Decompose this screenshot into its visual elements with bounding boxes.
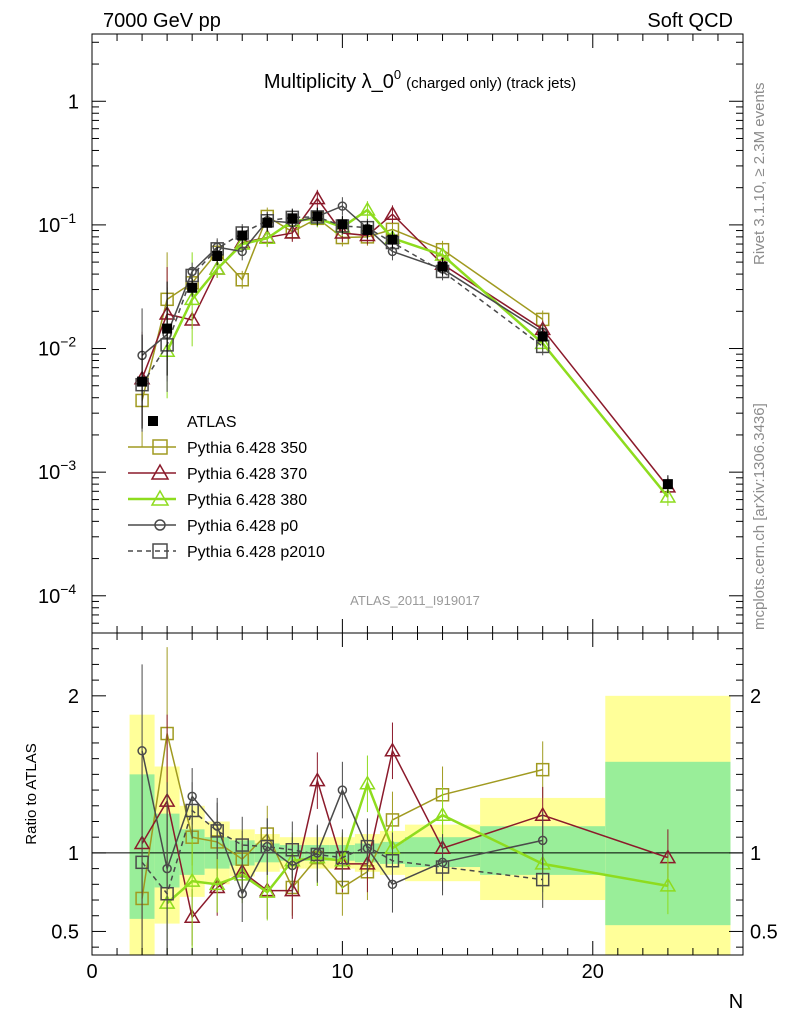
- ratio-point: [360, 839, 375, 854]
- data-point: [384, 205, 401, 220]
- chart-title-sup: 0: [394, 67, 401, 82]
- data-point: [537, 331, 548, 342]
- ratio-point: [337, 785, 348, 795]
- header-right: Soft QCD: [647, 10, 733, 32]
- ratio-point: [659, 877, 677, 892]
- header-left: 7000 GeV pp: [103, 10, 221, 32]
- legend-marker: [150, 463, 170, 480]
- legend: ATLAS Pythia 6.428 350 Pythia 6.428 370 Pyt…: [128, 414, 325, 561]
- data-point: [284, 224, 301, 239]
- ratio-point: [237, 888, 247, 899]
- data-point: [262, 217, 273, 228]
- legend-marker: [152, 439, 168, 455]
- main-y-tick-label: 10−2: [38, 334, 76, 361]
- ratio-y-tick-label: 0.5: [51, 921, 79, 943]
- data-point: [137, 376, 148, 387]
- ratio-point: [535, 762, 550, 777]
- data-point: [183, 290, 201, 306]
- ratio-y-tick-label: 1: [68, 843, 79, 865]
- series-pythia-6-428-380: [158, 201, 677, 506]
- ratio-y-tick-label-right: 2: [750, 686, 761, 708]
- watermark: ATLAS_2011_I919017: [350, 593, 480, 608]
- ratio-point: [335, 850, 350, 865]
- ratio-point: [235, 838, 249, 852]
- data-point: [208, 260, 226, 275]
- x-tick-label: 0: [86, 961, 97, 983]
- ratio-point: [434, 806, 451, 821]
- series-pythia-6-428-350: [135, 207, 550, 448]
- data-point: [212, 251, 223, 262]
- side-text-top: Rivet 3.1.10, ≥ 2.3M events: [751, 83, 768, 266]
- legend-marker: [150, 489, 170, 506]
- ratio-panel: 0.5 0.51 12 20 10 20 Ratio to ATLAS: [23, 632, 778, 983]
- chart-title-main: Multiplicity λ_0: [264, 71, 394, 93]
- ratio-y-tick-label-right: 0.5: [750, 921, 778, 943]
- data-point: [309, 190, 326, 205]
- data-point: [287, 213, 298, 224]
- legend-label: ATLAS: [187, 414, 237, 431]
- ratio-point: [535, 872, 550, 887]
- main-y-tick-label: 10−4: [38, 581, 76, 608]
- legend-label: Pythia 6.428 370: [187, 466, 307, 483]
- data-point: [237, 230, 248, 241]
- data-point: [359, 201, 376, 216]
- data-point: [235, 272, 249, 287]
- main-y-tick-label: 10−3: [38, 457, 76, 484]
- ratio-y-tick-label: 2: [68, 686, 79, 708]
- legend-marker: [148, 416, 158, 426]
- ratio-point: [258, 883, 276, 898]
- ratio-point: [260, 839, 275, 854]
- ratio-point: [284, 882, 301, 897]
- ratio-point: [384, 742, 401, 757]
- chart-title: Multiplicity λ_00 (charged only) (track j…: [264, 67, 576, 93]
- ratio-point: [135, 855, 149, 870]
- data-point: [258, 229, 276, 244]
- series-atlas: [137, 207, 673, 494]
- legend-label: Pythia 6.428 p2010: [187, 544, 325, 561]
- legend-label: Pythia 6.428 p0: [187, 518, 298, 535]
- ratio-point: [385, 854, 400, 868]
- data-point: [437, 261, 448, 272]
- data-point: [312, 211, 323, 222]
- main-panel: 1 10−1 10−2 10−3 10−4 Multiplicity λ_00 (char…: [38, 33, 744, 634]
- data-point: [387, 234, 398, 245]
- ratio-point: [210, 824, 224, 838]
- x-tick-label: 20: [582, 961, 604, 983]
- legend-marker: [154, 519, 166, 531]
- data-point: [337, 201, 348, 211]
- series-line: [141, 197, 669, 488]
- ratio-point: [208, 875, 226, 891]
- ratio-point: [310, 847, 325, 862]
- ratio-ylabel: Ratio to ATLAS: [23, 743, 40, 844]
- ratio-point: [537, 835, 548, 846]
- side-text-bottom: mcplots.cern.ch [arXiv:1306.3436]: [751, 403, 768, 630]
- ratio-point: [160, 886, 174, 901]
- main-y-tick-label: 1: [68, 91, 79, 113]
- ratio-series-line: [141, 748, 669, 919]
- data-point: [187, 282, 198, 293]
- legend-marker: [152, 543, 168, 559]
- data-point: [662, 479, 673, 490]
- main-y-tick-label: 10−1: [38, 210, 76, 237]
- x-axis-label: N: [729, 991, 743, 1013]
- ratio-point: [359, 775, 376, 790]
- data-point: [162, 323, 173, 334]
- legend-label: Pythia 6.428 350: [187, 440, 307, 457]
- data-point: [337, 219, 348, 230]
- ratio-y-tick-label-right: 1: [750, 843, 761, 865]
- legend-label: Pythia 6.428 380: [187, 492, 307, 509]
- x-tick-label: 10: [331, 961, 353, 983]
- data-point: [362, 224, 373, 235]
- ratio-point: [185, 803, 199, 818]
- ratio-point: [183, 872, 201, 887]
- ratio-point: [285, 843, 300, 857]
- data-point: [237, 246, 247, 257]
- chart-title-rest: (charged only) (track jets): [406, 75, 576, 92]
- data-point: [659, 488, 677, 503]
- ratio-point: [137, 746, 147, 756]
- ratio-series-pythia-6-428-p2010: [135, 775, 550, 955]
- ratio-point: [309, 772, 326, 787]
- ratio-point: [435, 860, 450, 874]
